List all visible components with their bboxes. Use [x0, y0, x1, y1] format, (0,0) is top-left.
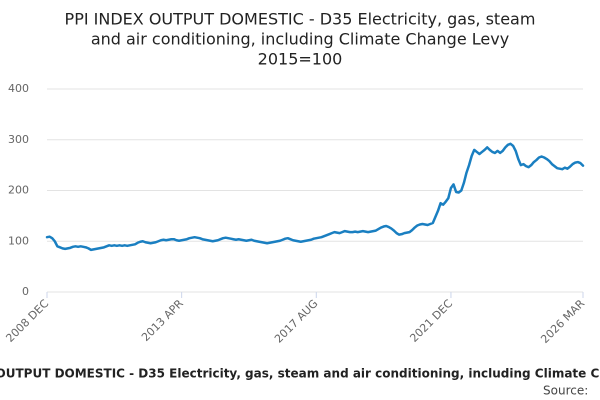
- chart-title: PPI INDEX OUTPUT DOMESTIC - D35 Electric…: [65, 10, 536, 29]
- x-tick-label: 2008 DEC: [3, 297, 51, 345]
- y-tick-label: 200: [8, 184, 29, 197]
- y-tick-label: 400: [8, 82, 29, 95]
- y-tick-label: 300: [8, 133, 29, 146]
- data-line: [45, 142, 585, 252]
- y-tick-label: 0: [22, 285, 29, 298]
- x-tick-label: 2021 DEC: [407, 297, 455, 345]
- caption: PPI INDEX OUTPUT DOMESTIC - D35 Electric…: [0, 367, 600, 381]
- chart-title: 2015=100: [258, 50, 343, 69]
- source: Source:: [543, 384, 588, 398]
- chart-title: and air conditioning, including Climate …: [91, 30, 509, 49]
- x-tick-label: 2017 AUG: [272, 297, 321, 346]
- x-tick-label: 2013 APR: [139, 297, 186, 344]
- x-tick-label: 2026 MAR: [538, 297, 587, 346]
- y-tick-label: 100: [8, 234, 29, 247]
